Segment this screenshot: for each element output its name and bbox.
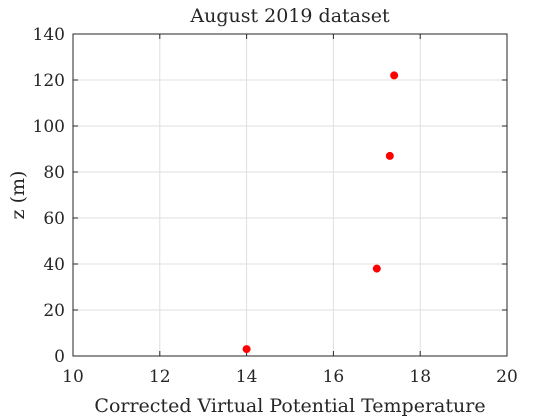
y-tick-label: 60 [43, 209, 65, 229]
y-axis-label: z (m) [7, 171, 29, 220]
x-tick-label: 18 [409, 367, 431, 387]
data-point [385, 151, 394, 160]
x-tick-label: 14 [236, 367, 258, 387]
y-tick-label: 80 [43, 163, 65, 183]
plot-area [73, 34, 507, 356]
y-tick-label: 40 [43, 255, 65, 275]
x-axis-label: Corrected Virtual Potential Temperature [94, 395, 485, 417]
x-tick-labels: 10 12 14 16 18 20 [62, 367, 518, 387]
tick-marks [72, 33, 508, 357]
y-tick-label: 140 [33, 25, 65, 45]
x-tick-label: 12 [149, 367, 171, 387]
y-tick-labels: 0 20 40 60 80 100 120 140 [33, 25, 65, 367]
axes-box [72, 33, 508, 357]
data-point [242, 345, 251, 354]
y-tick-label: 120 [33, 71, 65, 91]
data-point [390, 71, 399, 80]
y-tick-label: 20 [43, 301, 65, 321]
y-tick-label: 0 [54, 347, 65, 367]
data-point [372, 264, 381, 273]
x-tick-label: 20 [496, 367, 518, 387]
data-points [242, 71, 399, 354]
y-tick-label: 100 [33, 117, 65, 137]
chart-title: August 2019 dataset [189, 5, 390, 27]
x-tick-label: 10 [62, 367, 84, 387]
x-tick-label: 16 [323, 367, 345, 387]
